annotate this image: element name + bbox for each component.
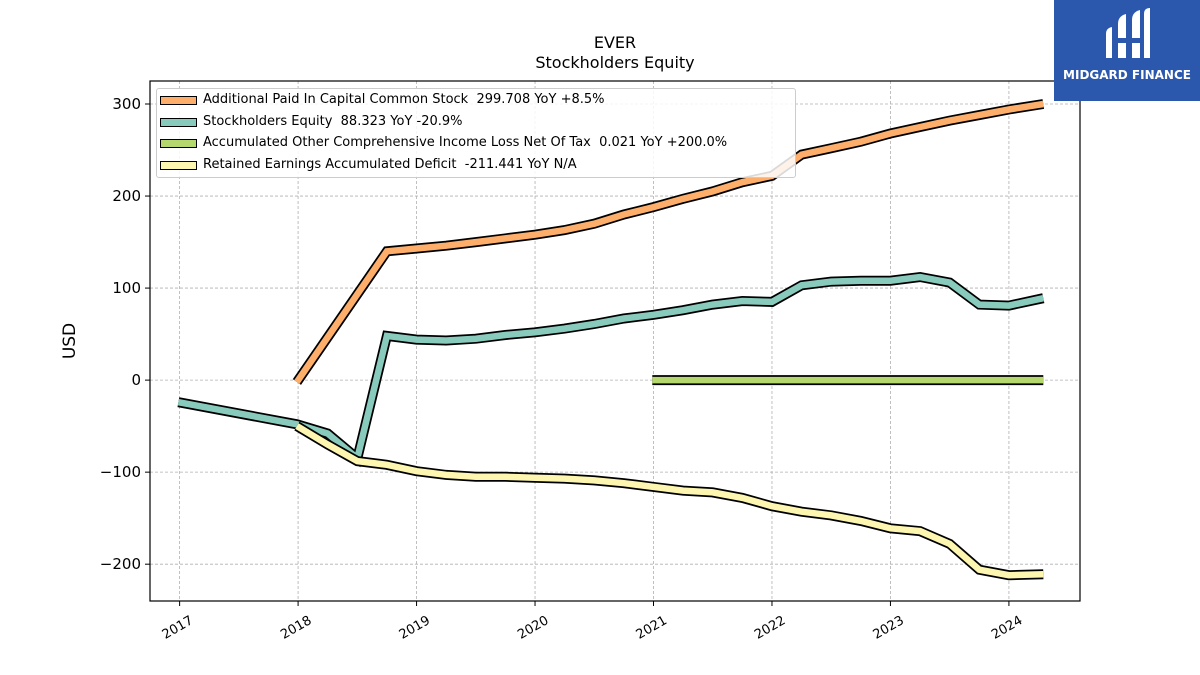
legend-label: Additional Paid In Capital Common Stock … <box>203 92 605 107</box>
series-line-2 <box>177 273 1044 465</box>
series-line-4 <box>295 423 1044 579</box>
y-tick-label: 0 <box>131 371 141 389</box>
y-tick-label: 200 <box>112 187 141 205</box>
brand-logo: MIDGARD FINANCE <box>1054 0 1200 101</box>
legend-swatch <box>160 160 197 170</box>
x-tick-label: 2020 <box>515 613 551 643</box>
brand-logo-mark-icon <box>1106 8 1150 58</box>
x-tick-label: 2021 <box>634 613 670 643</box>
legend-label: Retained Earnings Accumulated Deficit -2… <box>203 156 577 172</box>
legend-item: Stockholders Equity 88.323 YoY -20.9% <box>157 113 795 133</box>
legend-swatch <box>160 96 197 105</box>
legend-label: Accumulated Other Comprehensive Income L… <box>203 135 728 150</box>
y-tick-label: −200 <box>100 555 141 573</box>
chart-title: EVER <box>593 33 637 52</box>
legend-item: Accumulated Other Comprehensive Income L… <box>157 134 795 154</box>
legend-item: Retained Earnings Accumulated Deficit -2… <box>157 156 795 176</box>
x-tick-label: 2019 <box>397 613 433 643</box>
x-tick-label: 2017 <box>160 613 196 643</box>
legend-swatch <box>160 139 197 148</box>
y-tick-label: 100 <box>112 279 141 297</box>
x-tick-label: 2024 <box>989 613 1025 643</box>
chart-legend: Additional Paid In Capital Common Stock … <box>156 88 796 178</box>
x-tick-label: 2023 <box>871 613 907 643</box>
y-axis-label: USD <box>60 323 80 359</box>
x-tick-label: 2018 <box>278 613 314 643</box>
y-tick-label: 300 <box>112 95 141 113</box>
legend-label: Stockholders Equity 88.323 YoY -20.9% <box>203 113 463 129</box>
x-tick-label: 2022 <box>752 613 788 643</box>
legend-item: Additional Paid In Capital Common Stock … <box>157 91 795 111</box>
series-line-1 <box>294 100 1044 384</box>
chart-subtitle: Stockholders Equity <box>535 53 695 72</box>
series-line-outline-4 <box>294 421 1044 581</box>
legend-swatch <box>160 117 197 127</box>
brand-name: MIDGARD FINANCE <box>1063 68 1191 82</box>
y-tick-label: −100 <box>100 463 141 481</box>
plot-frame <box>149 80 1081 602</box>
